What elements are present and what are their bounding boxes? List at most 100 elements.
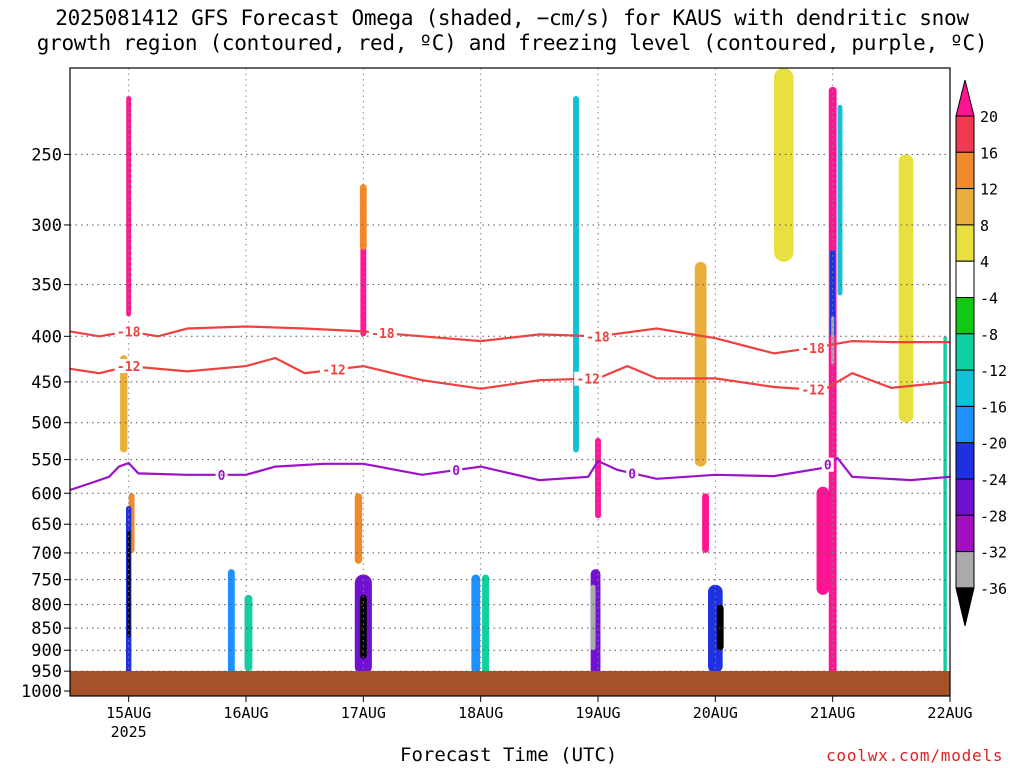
colorbar-top-arrow <box>955 79 975 117</box>
contour-label: -18 <box>586 330 610 345</box>
contour-label-bg <box>320 362 348 377</box>
colorbar-label: -28 <box>980 507 1007 525</box>
contour-label-bg <box>368 326 397 341</box>
colorbar-segment <box>955 369 975 407</box>
y-tick-label: 400 <box>31 327 62 347</box>
omega-cell <box>573 95 579 453</box>
omega-cell <box>831 316 835 365</box>
colorbar-segment <box>955 478 975 516</box>
colorbar-segment <box>955 188 975 226</box>
x-tick-label: 18AUG <box>458 704 503 722</box>
contour-label-bg <box>821 457 834 472</box>
contour-label-bg <box>574 371 603 386</box>
omega-cell <box>774 68 794 262</box>
temperature-contours: -18 -18 -18 -18 -12 -12 -12 -12 0 0 0 0 <box>70 324 950 492</box>
contour-label: -12 <box>801 384 824 399</box>
contour-label-bg <box>799 382 828 397</box>
y-tick-label: 900 <box>31 641 62 661</box>
omega-cell <box>471 574 481 674</box>
x-tick-label: 19AUG <box>575 704 620 722</box>
y-tick-label: 300 <box>31 216 62 236</box>
omega-cell <box>828 86 837 676</box>
colorbar-label: -32 <box>980 544 1007 562</box>
contour-label-bg <box>450 462 463 477</box>
colorbar-segment <box>955 551 975 589</box>
contour-label-bg <box>114 359 143 374</box>
colorbar-label: -16 <box>980 398 1007 416</box>
omega-cell <box>360 224 367 337</box>
omega-cell <box>359 594 367 659</box>
contour-label-bg <box>114 324 143 339</box>
colorbar-segment <box>955 514 975 553</box>
colorbar-segment <box>955 115 975 153</box>
omega-cell <box>943 336 947 676</box>
omega-cell <box>482 574 489 674</box>
contour-label: 0 <box>824 459 832 474</box>
contour-label: 0 <box>452 464 460 479</box>
colorbar-segment <box>955 297 975 335</box>
x-tick-label: 21AUG <box>810 704 855 722</box>
y-tick-label: 550 <box>31 451 62 471</box>
x-tick-label: 16AUG <box>223 704 268 722</box>
colorbar-segment <box>955 260 975 299</box>
x-tick-label: 15AUG <box>106 704 151 722</box>
omega-cell <box>127 530 131 638</box>
credit-link[interactable]: coolwx.com/models <box>826 746 1004 765</box>
colorbar-label: -8 <box>980 326 998 344</box>
omega-cell <box>816 486 830 595</box>
colorbar-segment <box>955 442 975 480</box>
contour-label: 0 <box>628 467 636 482</box>
y-tick-label: 950 <box>31 662 62 682</box>
contour-label-bg <box>215 467 228 482</box>
colorbar-label: 4 <box>980 253 989 271</box>
y-tick-label: 700 <box>31 544 62 564</box>
y-tick-label: 1000 <box>21 682 62 702</box>
colorbar-label: 16 <box>980 144 998 162</box>
omega-cell <box>702 493 709 553</box>
y-tick-label: 250 <box>31 145 62 165</box>
omega-cell <box>227 569 235 676</box>
colorbar-segment <box>955 151 975 190</box>
y-tick-label: 450 <box>31 373 62 393</box>
omega-cell <box>837 104 843 296</box>
colorbar: 20 16 12 8 4 -4 -8 -12 -16 -20 -24 -28 -32 -36 <box>955 79 1007 627</box>
y-tick-label: 850 <box>31 619 62 639</box>
colorbar-label: 12 <box>980 181 998 199</box>
omega-cell <box>694 261 707 467</box>
colorbar-segment <box>955 405 975 444</box>
contour-label: -12 <box>117 360 140 375</box>
chart-title-line-1: 2025081412 GFS Forecast Omega (shaded, −… <box>55 6 969 30</box>
y-tick-label: 750 <box>31 571 62 591</box>
omega-cell <box>595 437 601 519</box>
omega-cell <box>898 154 914 423</box>
y-tick-label: 800 <box>31 596 62 616</box>
contour-label: -18 <box>801 342 825 357</box>
colorbar-label: -4 <box>980 290 998 308</box>
y-tick-label: 600 <box>31 484 62 504</box>
colorbar-segment <box>955 224 975 262</box>
x-axis-title: Forecast Time (UTC) <box>400 744 618 766</box>
x-tick-sublabel: 2025 <box>111 723 147 741</box>
contour-label: 0 <box>218 469 226 484</box>
contour-label-bg <box>626 466 639 481</box>
contour-label: -18 <box>117 325 141 340</box>
colorbar-segment <box>955 333 975 371</box>
omega-cell <box>354 493 363 564</box>
contour-label-bg <box>584 329 612 344</box>
contour-label: -12 <box>322 364 345 379</box>
colorbar-label: -36 <box>980 580 1007 598</box>
colorbar-bottom-arrow <box>955 587 975 627</box>
colorbar-label: 20 <box>980 108 998 126</box>
y-tick-label: 350 <box>31 276 62 296</box>
x-tick-label: 17AUG <box>341 704 386 722</box>
omega-cell <box>590 584 596 651</box>
omega-cell <box>244 594 253 672</box>
colorbar-label: -20 <box>980 435 1007 453</box>
x-tick-label: 22AUG <box>927 704 972 722</box>
contour-label: -18 <box>371 327 395 342</box>
y-tick-label: 650 <box>31 515 62 535</box>
omega-cell <box>120 355 128 453</box>
omega-cell <box>716 604 724 651</box>
